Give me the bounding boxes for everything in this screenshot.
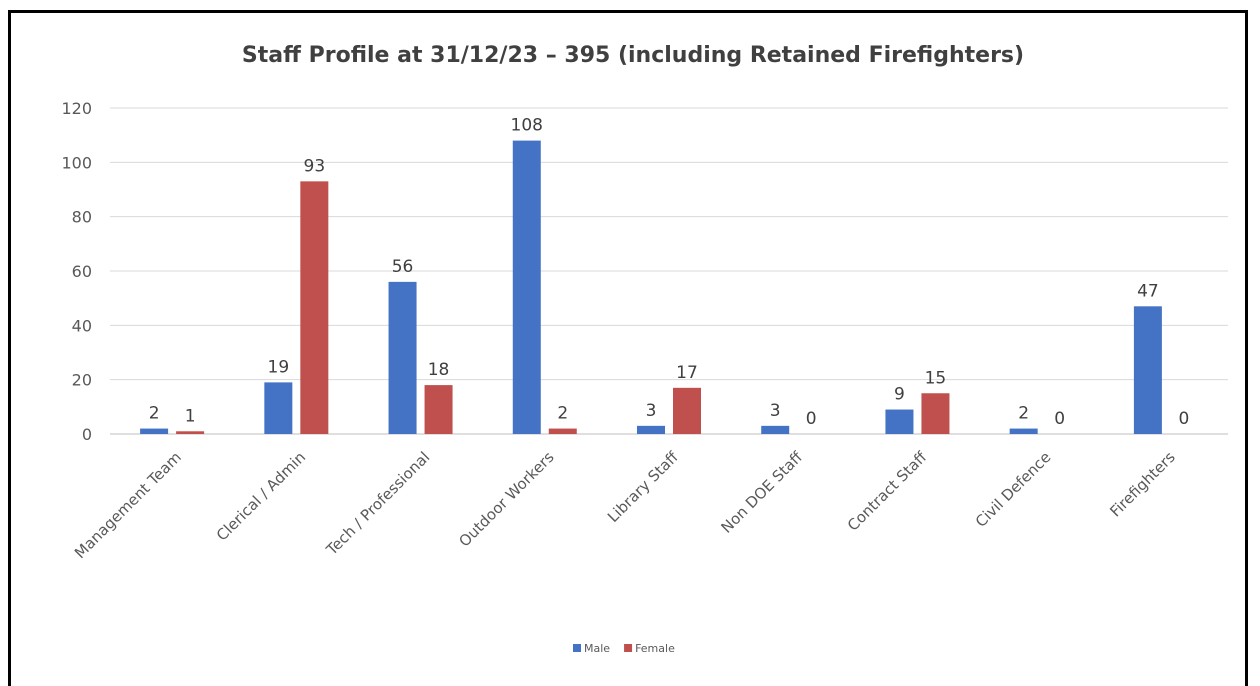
bar-female xyxy=(300,181,328,434)
data-label: 18 xyxy=(428,360,450,380)
y-tick-label: 80 xyxy=(72,208,92,227)
y-axis-ticks: 0 20 40 60 80 100 120 xyxy=(61,99,92,444)
x-category-label: Contract Staff xyxy=(844,448,931,535)
data-label: 2 xyxy=(1018,404,1029,424)
bar-male xyxy=(1134,306,1162,434)
data-label: 0 xyxy=(1054,409,1065,429)
bar-male xyxy=(761,426,789,434)
bar-female xyxy=(549,429,577,434)
x-category-label: Tech / Professional xyxy=(322,448,433,559)
bar-female xyxy=(673,388,701,434)
y-tick-label: 20 xyxy=(72,371,92,390)
data-label: 9 xyxy=(894,385,905,405)
data-label: 19 xyxy=(268,357,290,377)
bars xyxy=(140,141,1162,434)
bar-male xyxy=(389,282,417,434)
x-category-label: Civil Defence xyxy=(972,448,1055,531)
y-tick-label: 100 xyxy=(61,153,92,172)
y-tick-label: 120 xyxy=(61,99,92,118)
x-category-label: Firefighters xyxy=(1106,448,1178,520)
y-tick-label: 40 xyxy=(72,316,92,335)
data-label: 3 xyxy=(646,401,657,421)
data-label: 108 xyxy=(511,116,543,136)
data-label: 47 xyxy=(1137,281,1159,301)
bar-female xyxy=(176,431,204,434)
y-tick-label: 60 xyxy=(72,262,92,281)
chart-title: Staff Profile at 31/12/23 – 395 (includi… xyxy=(242,43,1024,68)
data-label: 2 xyxy=(149,404,160,424)
data-label: 93 xyxy=(304,156,326,176)
x-category-label: Management Team xyxy=(71,448,185,562)
data-label: 15 xyxy=(925,368,947,388)
data-label: 2 xyxy=(557,404,568,424)
x-category-label: Outdoor Workers xyxy=(455,448,557,550)
data-label: 56 xyxy=(392,257,414,277)
bar-female xyxy=(425,385,453,434)
x-category-label: Library Staff xyxy=(604,448,682,526)
x-category-label: Clerical / Admin xyxy=(213,448,309,544)
legend-swatch-male xyxy=(573,644,581,652)
bar-male xyxy=(637,426,665,434)
legend-label-female: Female xyxy=(635,642,675,655)
x-category-label: Non DOE Staff xyxy=(718,448,807,537)
bar-male xyxy=(140,429,168,434)
data-label: 0 xyxy=(1178,409,1189,429)
bar-male xyxy=(264,382,292,434)
bar-male xyxy=(885,410,913,434)
bar-male xyxy=(513,141,541,434)
legend-swatch-female xyxy=(624,644,632,652)
legend-label-male: Male xyxy=(584,642,610,655)
data-label: 1 xyxy=(185,406,196,426)
x-axis-categories: Management Team Clerical / Admin Tech / Pr… xyxy=(71,448,1179,562)
data-label: 17 xyxy=(676,363,698,383)
legend: Male Female xyxy=(573,642,675,655)
data-label: 3 xyxy=(770,401,781,421)
data-label: 0 xyxy=(806,409,817,429)
bar-male xyxy=(1010,429,1038,434)
y-tick-label: 0 xyxy=(82,425,92,444)
bar-female xyxy=(921,393,949,434)
